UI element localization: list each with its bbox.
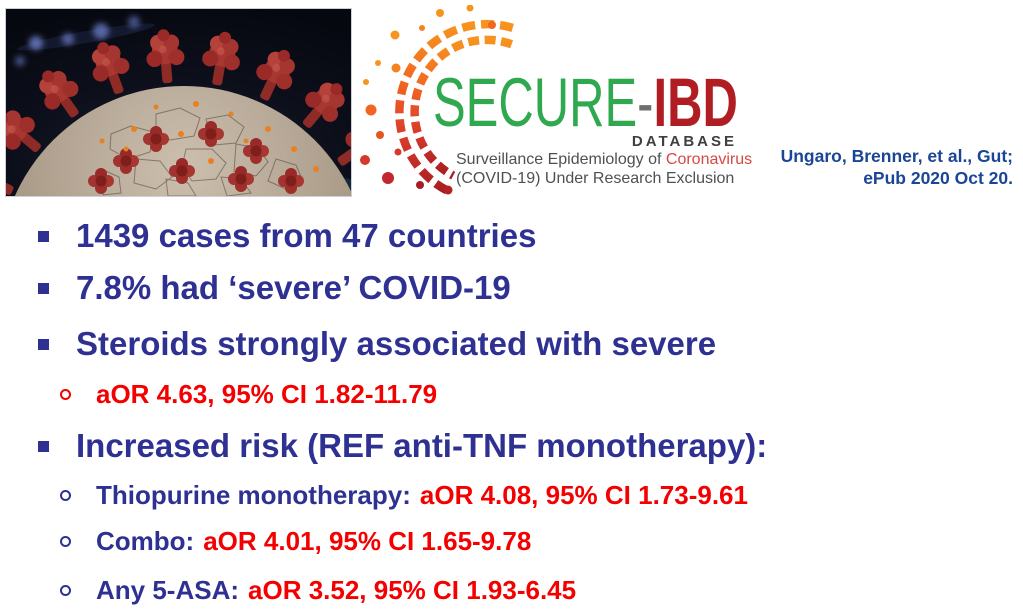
sub-bullet-thiopurine: Thiopurine monotherapy: aOR 4.08, 95% CI … <box>60 480 748 511</box>
bullet-item-steroids: Steroids strongly associated with severe <box>38 324 717 364</box>
circle-bullet-icon <box>60 490 71 501</box>
square-bullet-icon <box>38 339 49 350</box>
coronavirus-image <box>5 8 352 197</box>
circle-bullet-icon <box>60 536 71 547</box>
therapy-label: Combo: <box>96 526 195 556</box>
logo-arc-icon <box>360 5 514 197</box>
coronavirus-illustration <box>6 9 351 196</box>
bullet-text: Increased risk (REF anti-TNF monotherapy… <box>76 427 768 464</box>
logo-text-dash: - <box>637 64 654 141</box>
square-bullet-icon <box>38 283 49 294</box>
secure-ibd-logo: SECURE-IBD DATABASE Surveillance Epidemi… <box>357 5 767 200</box>
square-bullet-icon <box>38 231 49 242</box>
logo-wordmark: SECURE-IBD <box>433 68 738 137</box>
citation-line2: ePub 2020 Oct 20. <box>863 167 1013 188</box>
logo-dots <box>360 5 496 195</box>
logo-text-ibd: IBD <box>653 64 738 141</box>
tagline-line2: (COVID-19) Under Research Exclusion <box>456 170 735 187</box>
aor-value: aOR 4.08, 95% CI 1.73-9.61 <box>419 480 748 510</box>
tagline-prefix: Surveillance Epidemiology of <box>456 151 666 168</box>
logo-text-secure: SECURE <box>433 64 638 141</box>
bullet-text: 7.8% had ‘severe’ COVID-19 <box>76 269 511 306</box>
bullet-text: Steroids strongly associated with severe <box>76 325 717 362</box>
circle-bullet-icon <box>60 389 71 400</box>
aor-value: aOR 4.63, 95% CI 1.82-11.79 <box>96 379 438 409</box>
logo-tagline: Surveillance Epidemiology of Coronavirus… <box>456 150 752 188</box>
sub-bullet-steroids-aor: aOR 4.63, 95% CI 1.82-11.79 <box>60 379 438 410</box>
therapy-label: Any 5-ASA: <box>96 575 240 605</box>
bullet-item-severe-pct: 7.8% had ‘severe’ COVID-19 <box>38 268 511 308</box>
citation: Ungaro, Brenner, et al., Gut; ePub 2020 … <box>743 146 1013 189</box>
aor-value: aOR 3.52, 95% CI 1.93-6.45 <box>248 575 577 605</box>
bullet-item-increased-risk: Increased risk (REF anti-TNF monotherapy… <box>38 426 768 466</box>
sub-bullet-5asa: Any 5-ASA: aOR 3.52, 95% CI 1.93-6.45 <box>60 575 577 606</box>
tagline-coronavirus: Coronavirus <box>665 151 753 168</box>
logo-database-label: DATABASE <box>631 133 737 150</box>
aor-value: aOR 4.01, 95% CI 1.65-9.78 <box>203 526 532 556</box>
bullet-text: 1439 cases from 47 countries <box>76 217 537 254</box>
bullet-item-cases: 1439 cases from 47 countries <box>38 216 537 256</box>
square-bullet-icon <box>38 441 49 452</box>
therapy-label: Thiopurine monotherapy: <box>96 480 411 510</box>
citation-line1: Ungaro, Brenner, et al., Gut; <box>780 146 1013 166</box>
circle-bullet-icon <box>60 585 71 596</box>
sub-bullet-combo: Combo: aOR 4.01, 95% CI 1.65-9.78 <box>60 526 532 557</box>
